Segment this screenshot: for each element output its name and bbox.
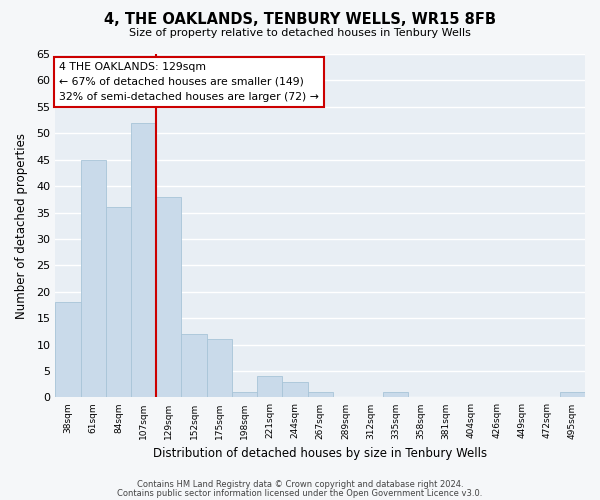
Text: Contains public sector information licensed under the Open Government Licence v3: Contains public sector information licen… xyxy=(118,488,482,498)
Bar xyxy=(206,340,232,398)
Bar xyxy=(257,376,283,398)
Text: 4, THE OAKLANDS, TENBURY WELLS, WR15 8FB: 4, THE OAKLANDS, TENBURY WELLS, WR15 8FB xyxy=(104,12,496,28)
Text: 4 THE OAKLANDS: 129sqm
← 67% of detached houses are smaller (149)
32% of semi-de: 4 THE OAKLANDS: 129sqm ← 67% of detached… xyxy=(59,62,319,102)
Bar xyxy=(560,392,585,398)
Bar xyxy=(181,334,206,398)
X-axis label: Distribution of detached houses by size in Tenbury Wells: Distribution of detached houses by size … xyxy=(153,447,487,460)
Bar xyxy=(55,302,80,398)
Y-axis label: Number of detached properties: Number of detached properties xyxy=(15,132,28,318)
Bar xyxy=(283,382,308,398)
Bar xyxy=(131,122,156,398)
Bar xyxy=(232,392,257,398)
Text: Contains HM Land Registry data © Crown copyright and database right 2024.: Contains HM Land Registry data © Crown c… xyxy=(137,480,463,489)
Bar xyxy=(383,392,409,398)
Bar xyxy=(156,196,181,398)
Bar xyxy=(308,392,333,398)
Text: Size of property relative to detached houses in Tenbury Wells: Size of property relative to detached ho… xyxy=(129,28,471,38)
Bar xyxy=(106,207,131,398)
Bar xyxy=(80,160,106,398)
